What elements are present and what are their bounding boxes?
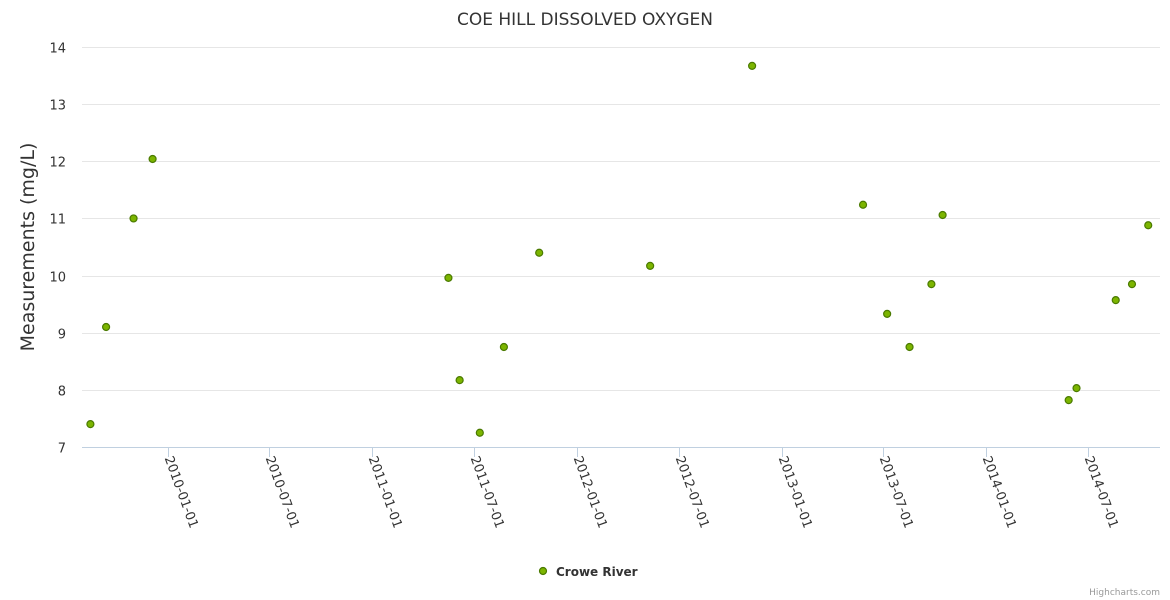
y-tick-label: 14 <box>49 42 66 57</box>
data-point[interactable] <box>938 210 947 220</box>
y-tick-label: 9 <box>58 328 66 343</box>
x-axis-ticks: 2010-01-01 2010-07-01 2011-01-01 2011-07-01… <box>161 447 1121 530</box>
data-point[interactable] <box>905 342 914 352</box>
data-point[interactable] <box>1127 280 1137 289</box>
x-tick-label: 2014-07-01 <box>1081 454 1121 530</box>
data-point[interactable] <box>646 261 655 270</box>
data-point[interactable] <box>535 248 544 257</box>
y-tick-label: 8 <box>58 385 66 400</box>
y-tick-label: 11 <box>49 213 66 228</box>
x-tick-label: 2012-01-01 <box>570 454 610 530</box>
x-tick-label: 2010-01-01 <box>161 454 201 530</box>
y-tick-label: 7 <box>58 442 66 457</box>
data-point[interactable] <box>475 428 484 437</box>
data-point[interactable] <box>927 280 936 289</box>
x-tick-label: 2013-01-01 <box>775 454 815 530</box>
legend-marker <box>538 566 548 576</box>
x-tick-label: 2010-07-01 <box>262 454 302 530</box>
y-tick-label: 10 <box>49 271 66 286</box>
x-tick-label: 2014-01-01 <box>979 454 1019 530</box>
data-point[interactable] <box>86 420 95 429</box>
y-axis-ticks: 7 8 9 10 11 12 13 14 <box>49 42 66 457</box>
series-crowe-river <box>86 61 1153 437</box>
x-tick-label: 2011-01-01 <box>365 454 405 530</box>
x-tick-label: 2013-07-01 <box>876 454 916 530</box>
x-tick-label: 2011-07-01 <box>467 454 507 530</box>
data-point[interactable] <box>129 214 138 223</box>
data-point[interactable] <box>455 376 464 385</box>
data-point[interactable] <box>499 342 508 352</box>
data-point[interactable] <box>858 200 868 209</box>
y-tick-label: 13 <box>49 99 66 114</box>
legend-label: Crowe River <box>556 565 638 579</box>
data-point[interactable] <box>148 154 157 164</box>
data-point[interactable] <box>1111 296 1120 305</box>
chart-title: COE HILL DISSOLVED OXYGEN <box>457 10 713 30</box>
y-tick-label: 12 <box>49 156 66 171</box>
data-point[interactable] <box>1064 396 1073 405</box>
gridlines <box>82 47 1160 391</box>
y-axis-label: Measurements (mg/L) <box>17 143 39 352</box>
data-point[interactable] <box>883 309 892 318</box>
x-tick-label: 2012-07-01 <box>672 454 712 530</box>
data-point[interactable] <box>101 322 111 332</box>
data-point[interactable] <box>748 61 757 70</box>
credits-link[interactable]: Highcharts.com <box>1089 588 1160 598</box>
legend-item-crowe-river[interactable]: Crowe River <box>538 565 638 579</box>
data-point[interactable] <box>444 273 453 282</box>
data-point[interactable] <box>1144 221 1153 230</box>
data-point[interactable] <box>1072 384 1081 393</box>
